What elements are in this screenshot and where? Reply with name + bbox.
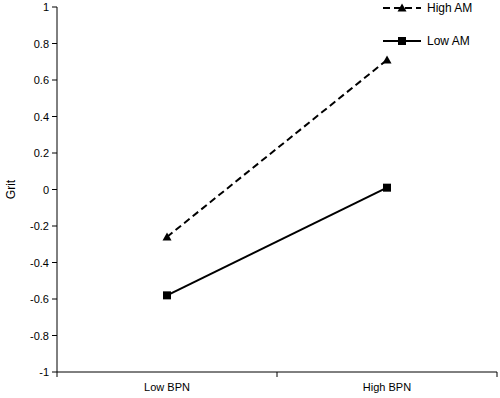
- x-tick: [277, 372, 278, 377]
- y-tick-label: 0.4: [34, 111, 49, 123]
- y-tick-label: 0.2: [34, 147, 49, 159]
- series: [163, 184, 391, 300]
- y-tick-label: 0.8: [34, 38, 49, 50]
- y-tick: [52, 7, 57, 8]
- y-tick: [52, 116, 57, 117]
- y-tick: [52, 43, 57, 44]
- x-tick-label: Low BPN: [144, 381, 190, 393]
- series-line: [167, 188, 387, 296]
- legend-marker: [398, 4, 407, 12]
- y-tick: [52, 80, 57, 81]
- y-tick-label: 0.6: [34, 74, 49, 86]
- y-tick: [52, 299, 57, 300]
- y-tick: [52, 335, 57, 336]
- y-tick-label: -0.4: [30, 257, 49, 269]
- series: [163, 55, 392, 240]
- y-tick: [52, 153, 57, 154]
- data-point: [383, 184, 391, 192]
- legend-label: Low AM: [427, 34, 470, 48]
- chart: -1 -0.8 -0.6 -0.4 -0.2 0 0.2 0.4 0.6 0.8 1 Low BPN H…: [0, 0, 500, 398]
- y-tick-label: -0.2: [30, 220, 49, 232]
- data-point: [383, 55, 392, 63]
- x-tick: [497, 372, 498, 377]
- y-tick-label: 0: [43, 184, 49, 196]
- plot-area: [163, 55, 392, 299]
- y-tick-label: -1: [39, 366, 49, 378]
- y-tick-label: -0.6: [30, 293, 49, 305]
- y-tick: [52, 189, 57, 190]
- y-axis-label: Grit: [4, 179, 18, 199]
- legend-marker: [398, 37, 406, 45]
- y-tick: [52, 226, 57, 227]
- data-point: [163, 291, 171, 299]
- x-tick: [57, 372, 58, 377]
- legend: High AM Low AM: [383, 1, 472, 48]
- y-tick: [52, 372, 57, 373]
- y-tick: [52, 262, 57, 263]
- x-tick-label: High BPN: [363, 381, 411, 393]
- data-point: [163, 232, 172, 240]
- series-line: [167, 60, 387, 237]
- legend-label: High AM: [427, 1, 472, 15]
- y-tick-label: -0.8: [30, 330, 49, 342]
- y-tick-label: 1: [43, 1, 49, 13]
